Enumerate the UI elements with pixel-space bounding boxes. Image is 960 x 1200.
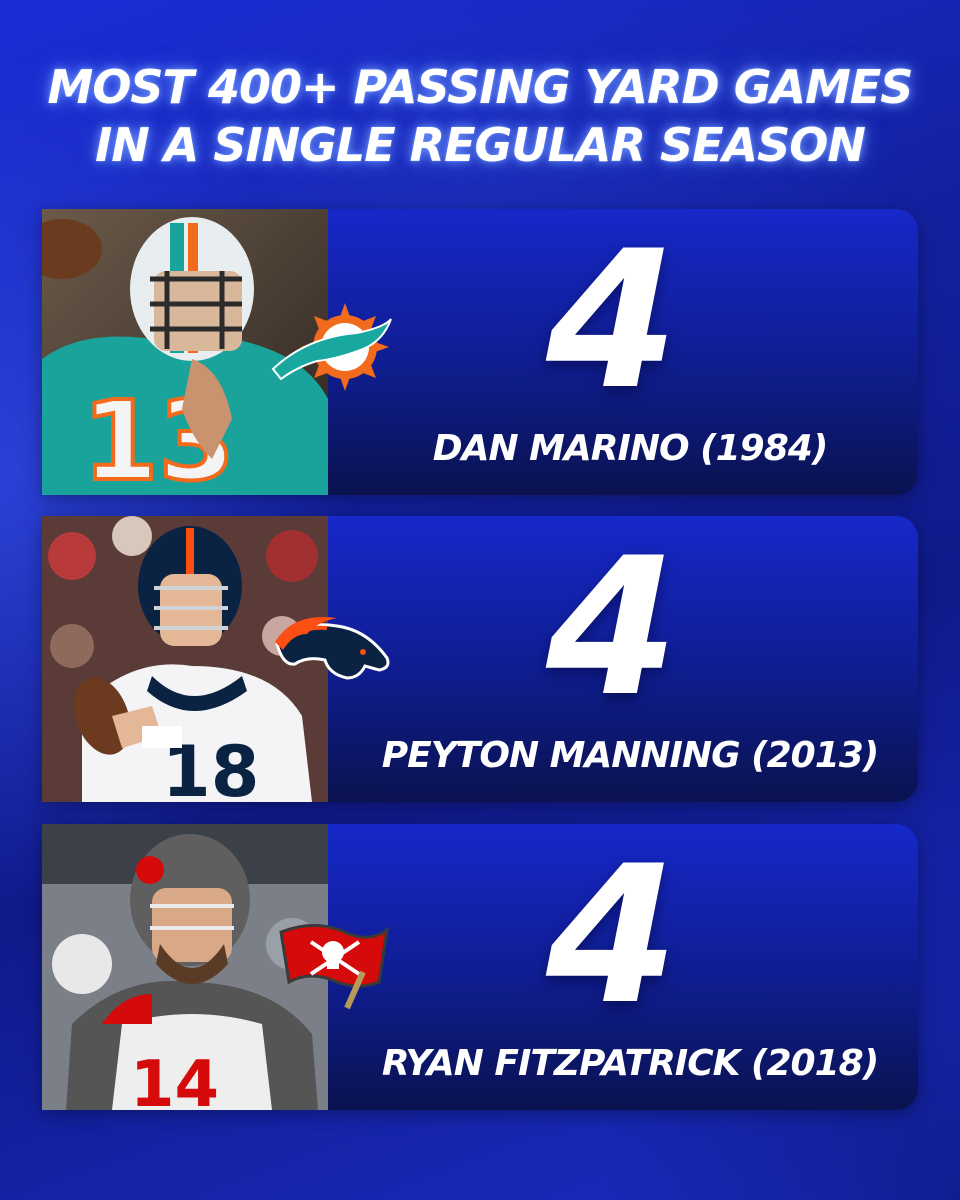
- stat-value: 4: [545, 210, 679, 431]
- player-photo-marino: 13: [42, 209, 328, 495]
- player-photo-manning: 18: [42, 516, 328, 802]
- title-line-2: IN A SINGLE REGULAR SEASON: [95, 118, 866, 172]
- stat-value: 4: [545, 825, 679, 1046]
- player-card-manning: 18 4 PEYTON MANNING (2013): [42, 516, 918, 802]
- player-label: RYAN FITZPATRICK (2018): [381, 1043, 879, 1084]
- player-label: DAN MARINO (1984): [432, 428, 829, 469]
- page-title: MOST 400+ PASSING YARD GAMES IN A SINGLE…: [0, 58, 960, 174]
- dolphins-logo-icon: [267, 297, 397, 397]
- player-label: PEYTON MANNING (2013): [381, 735, 880, 776]
- buccaneers-logo-icon: [267, 912, 397, 1012]
- player-photo-fitzpatrick: 14: [42, 824, 328, 1110]
- title-line-1: MOST 400+ PASSING YARD GAMES: [47, 60, 914, 114]
- broncos-logo-icon: [267, 604, 397, 704]
- player-card-marino: 13: [42, 209, 918, 495]
- stat-value: 4: [545, 517, 679, 738]
- svg-text:14: 14: [130, 1048, 219, 1110]
- player-card-fitzpatrick: 14 4 RYAN FITZPATRICK (2018): [42, 824, 918, 1110]
